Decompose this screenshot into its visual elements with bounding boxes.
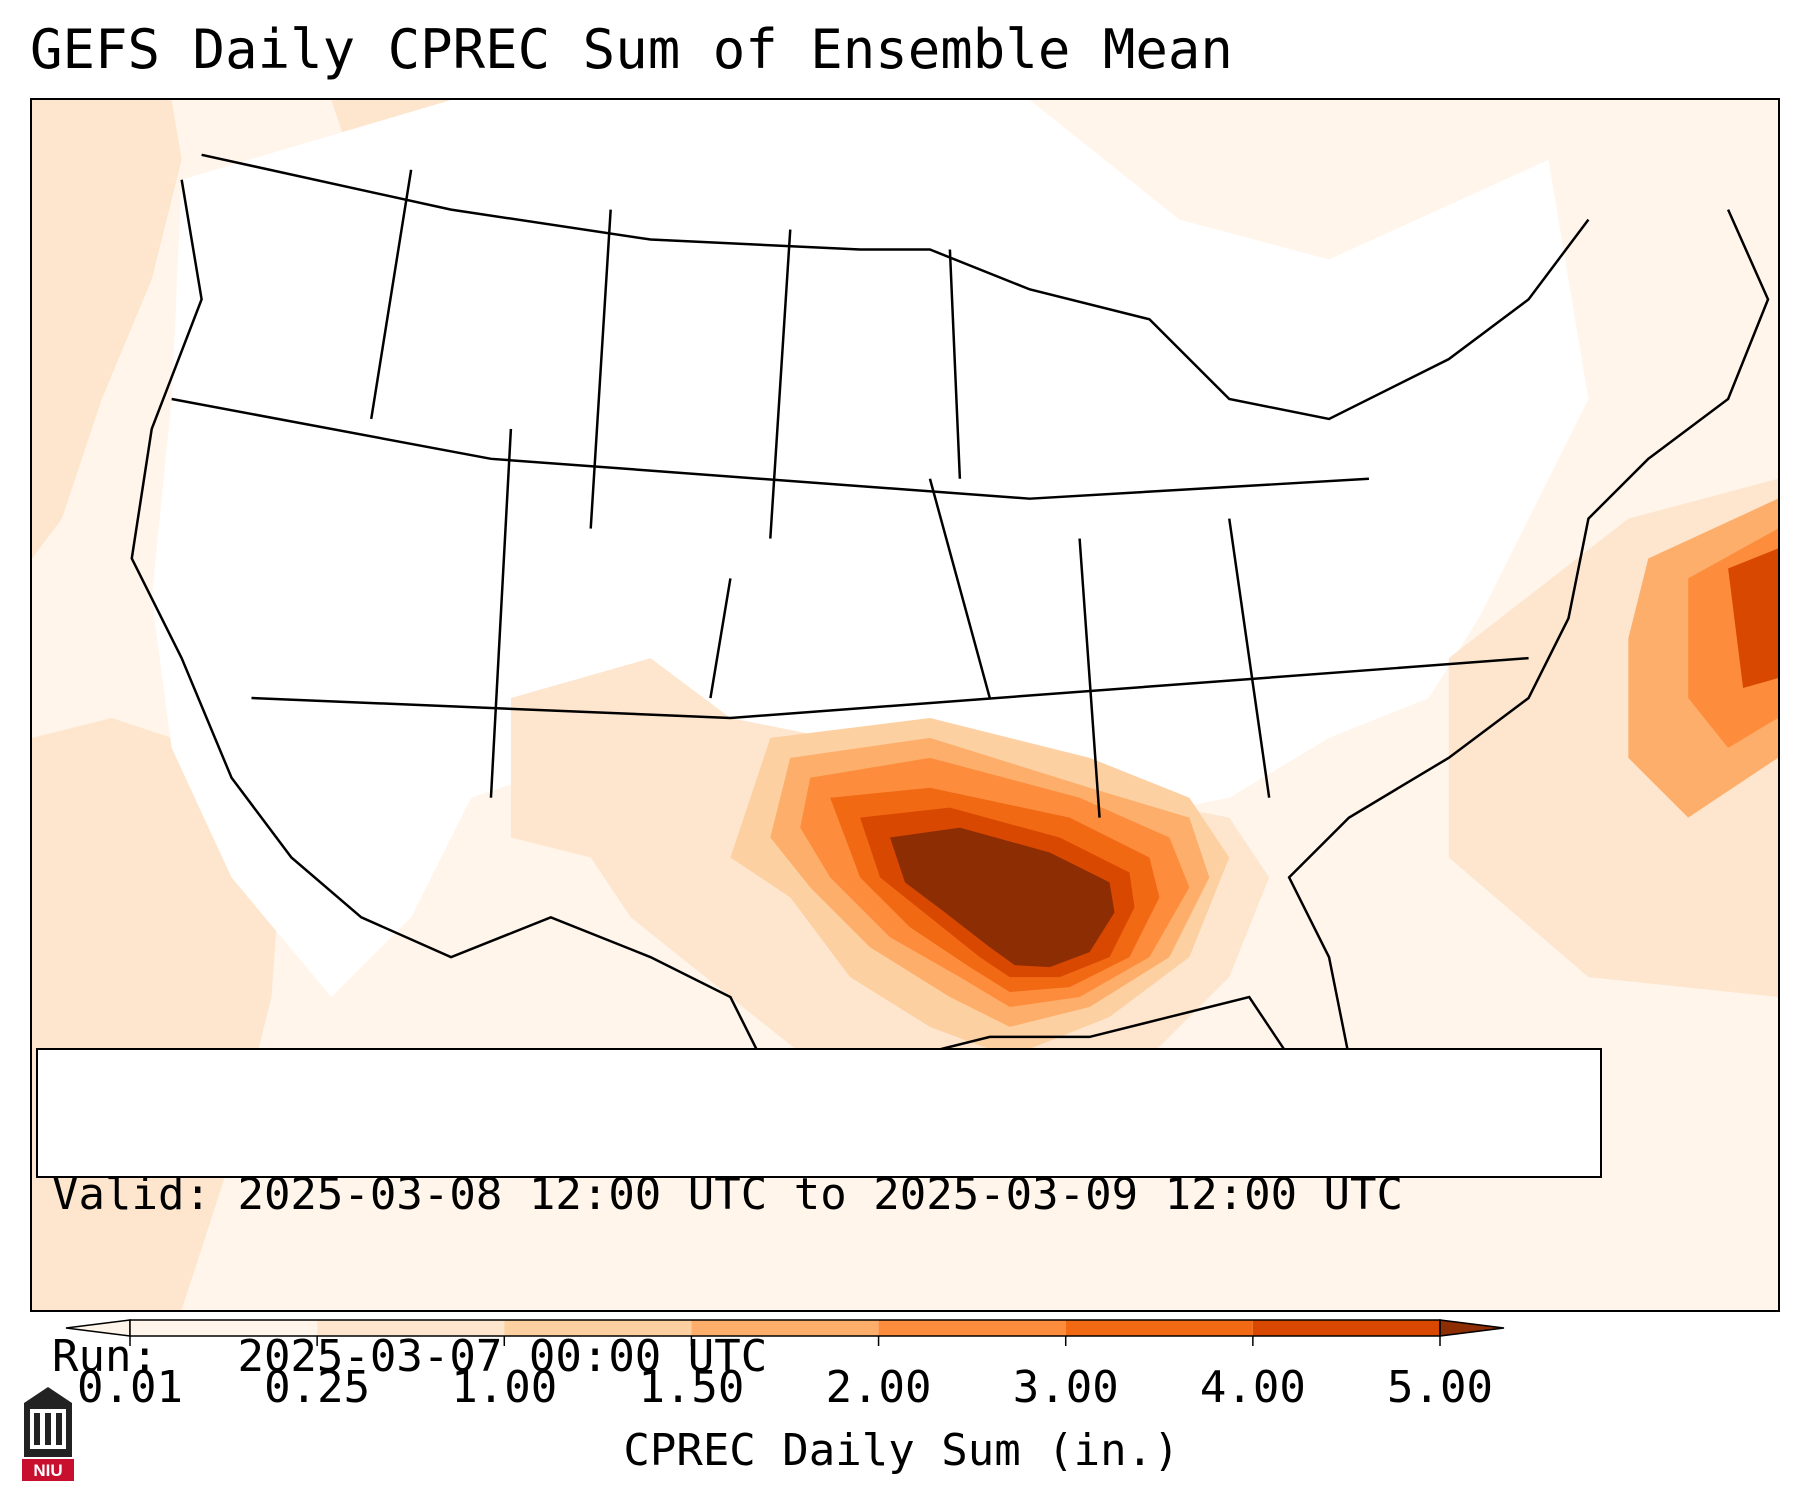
colorbar-title: CPREC Daily Sum (in.): [623, 1425, 1180, 1476]
colorbar-tick-label: 1.00: [451, 1362, 558, 1413]
colorbar-tick-label: 0.25: [264, 1362, 371, 1413]
colorbar-tick-label: 2.00: [825, 1362, 932, 1413]
run-value: 2025-03-07 00:00 UTC: [237, 1331, 768, 1382]
precip-region-sw-low: [510, 658, 731, 858]
colorbar: [65, 1319, 1505, 1346]
valid-row: Valid: 2025-03-08 12:00 UTC to 2025-03-0…: [52, 1168, 1586, 1222]
niu-logo: NIU: [22, 1387, 74, 1481]
colorbar-bin-5: [1065, 1320, 1253, 1336]
precip-region-atlantic-very-heavy: [1728, 548, 1778, 689]
colorbar-tick-label: 3.00: [1012, 1362, 1119, 1413]
state-lines-east-west: [171, 397, 1529, 720]
valid-label: Valid:: [52, 1169, 211, 1220]
colorbar-bin-0: [130, 1320, 318, 1336]
svg-text:NIU: NIU: [33, 1461, 62, 1480]
precip-region-extreme: [890, 827, 1115, 968]
colorbar-bin-4: [878, 1320, 1066, 1336]
colorbar-tick-label: 0.01: [77, 1362, 183, 1413]
colorbar-bin-2: [504, 1320, 692, 1336]
coastline: [130, 179, 1770, 1159]
colorbar-bin-3: [691, 1320, 879, 1336]
colorbar-extend-min: [65, 1319, 131, 1337]
valid-run-info-box: Valid: 2025-03-08 12:00 UTC to 2025-03-0…: [36, 1048, 1602, 1382]
chart-title: GEFS Daily CPREC Sum of Ensemble Mean: [30, 18, 1233, 81]
state-lines-south: [489, 428, 1271, 818]
colorbar-extend-max: [1439, 1319, 1505, 1337]
precip-region-west-low: [32, 100, 182, 559]
colorbar-bin-1: [317, 1320, 505, 1336]
colorbar-outline: [129, 1319, 1441, 1337]
run-label: Run:: [52, 1331, 158, 1382]
colorbar-tick-label: 1.50: [638, 1362, 745, 1413]
valid-value: 2025-03-08 12:00 UTC to 2025-03-09 12:00…: [237, 1169, 1404, 1220]
colorbar-tick-label: 5.00: [1387, 1362, 1493, 1413]
colorbar-tick-label: 4.00: [1199, 1362, 1306, 1413]
state-lines-north: [369, 169, 962, 539]
us-canada-border: [201, 153, 1590, 421]
run-row: Run: 2025-03-07 00:00 UTC: [52, 1330, 1586, 1384]
boundaries: [130, 153, 1770, 1159]
colorbar-bin-6: [1252, 1320, 1440, 1336]
